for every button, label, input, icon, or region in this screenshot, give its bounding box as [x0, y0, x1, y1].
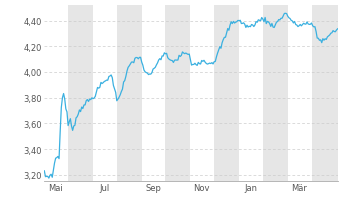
Bar: [214, 6, 239, 181]
Bar: [117, 6, 142, 181]
Bar: [68, 6, 93, 181]
Bar: [165, 6, 190, 181]
Bar: [263, 6, 288, 181]
Bar: [312, 6, 339, 181]
